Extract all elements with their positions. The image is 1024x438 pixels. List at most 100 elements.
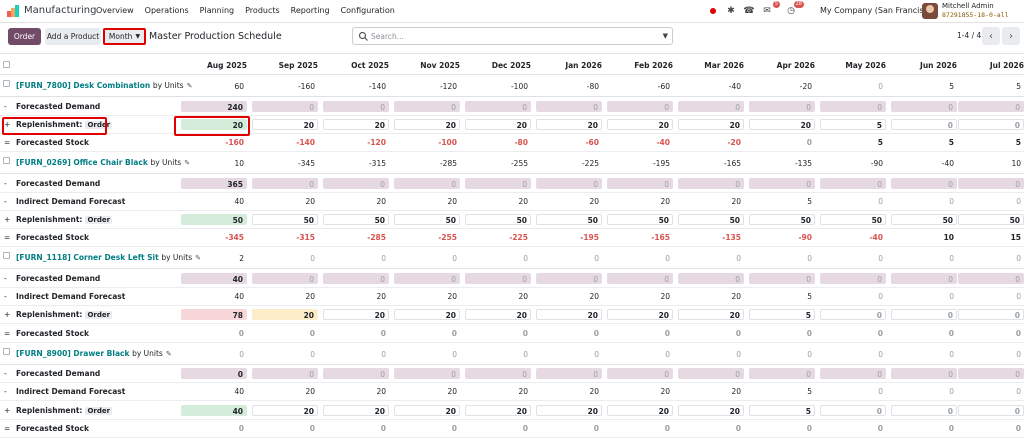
value-cell[interactable]: 0	[252, 177, 318, 189]
value-cell[interactable]: 0	[958, 368, 1024, 380]
value-cell[interactable]: 40	[181, 404, 247, 416]
value-cell[interactable]: 20	[607, 309, 673, 321]
product-link[interactable]: [FURN_8900] Drawer Black	[16, 348, 130, 358]
replenish-type-chip[interactable]: Order	[85, 120, 113, 129]
menu-item-configuration[interactable]: Configuration	[340, 6, 395, 15]
value-cell[interactable]: 50	[820, 214, 886, 225]
value-cell[interactable]: 0	[958, 272, 1024, 284]
chat-icon[interactable]: ✉ 5	[763, 1, 780, 16]
value-cell[interactable]: 50	[536, 214, 602, 225]
value-cell[interactable]: 50	[958, 214, 1024, 225]
value-cell[interactable]: 0	[536, 177, 602, 189]
value-cell[interactable]: 240	[181, 100, 247, 112]
value-cell[interactable]: 0	[394, 368, 460, 380]
value-cell[interactable]: 0	[678, 100, 744, 112]
value-cell[interactable]: 20	[749, 118, 815, 130]
value-cell[interactable]: 0	[394, 177, 460, 189]
pager-previous-button[interactable]: ‹	[982, 27, 1000, 45]
value-cell[interactable]: 50	[678, 214, 744, 225]
value-cell[interactable]: 0	[252, 100, 318, 112]
value-cell[interactable]: 0	[820, 177, 886, 189]
value-cell[interactable]: 5	[749, 309, 815, 321]
value-cell[interactable]: 0	[891, 272, 957, 284]
value-cell[interactable]: 40	[181, 272, 247, 284]
value-cell[interactable]: 0	[958, 404, 1024, 416]
search-input[interactable]: Search...	[371, 32, 404, 41]
value-cell[interactable]: 0	[607, 100, 673, 112]
pencil-icon[interactable]: ✎	[186, 82, 193, 90]
value-cell[interactable]: 20	[607, 404, 673, 416]
product-checkbox[interactable]	[3, 157, 10, 165]
value-cell[interactable]: 0	[323, 177, 389, 189]
value-cell[interactable]: 0	[678, 177, 744, 189]
value-cell[interactable]: 0	[536, 100, 602, 112]
value-cell[interactable]: 20	[536, 309, 602, 321]
value-cell[interactable]: 0	[891, 404, 957, 416]
user-name[interactable]: Mitchell Admin	[942, 2, 994, 10]
value-cell[interactable]: 0	[536, 272, 602, 284]
value-cell[interactable]: 20	[536, 118, 602, 130]
replenish-type-chip[interactable]: Order	[85, 406, 113, 415]
pencil-icon[interactable]: ✎	[195, 254, 201, 263]
value-cell[interactable]: 20	[678, 118, 744, 130]
value-cell[interactable]: 20	[323, 309, 389, 321]
value-cell[interactable]: 0	[678, 272, 744, 284]
value-cell[interactable]: 0	[323, 100, 389, 112]
value-cell[interactable]: 0	[891, 177, 957, 189]
value-cell[interactable]: 20	[394, 309, 460, 321]
value-cell[interactable]: 0	[820, 368, 886, 380]
value-cell[interactable]: 50	[323, 214, 389, 225]
product-checkbox[interactable]	[3, 252, 10, 260]
value-cell[interactable]: 50	[252, 214, 318, 225]
value-cell[interactable]: 0	[820, 404, 886, 416]
bug-icon[interactable]: ✱	[727, 6, 735, 16]
value-cell[interactable]: 20	[678, 404, 744, 416]
value-cell[interactable]: 0	[891, 100, 957, 112]
value-cell[interactable]: 5	[749, 404, 815, 416]
value-cell[interactable]: 5	[820, 118, 886, 130]
record-icon[interactable]	[706, 4, 720, 18]
value-cell[interactable]: 0	[749, 272, 815, 284]
value-cell[interactable]: 50	[749, 214, 815, 225]
product-checkbox[interactable]	[3, 347, 10, 355]
value-cell[interactable]: 0	[749, 368, 815, 380]
product-link[interactable]: [FURN_7800] Desk Combination	[16, 81, 151, 90]
value-cell[interactable]: 0	[323, 368, 389, 380]
replenish-type-chip[interactable]: Order	[85, 311, 113, 320]
value-cell[interactable]: 365	[181, 177, 247, 189]
pager-value[interactable]: 1-4 / 4	[957, 31, 982, 40]
value-cell[interactable]: 0	[465, 368, 531, 380]
value-cell[interactable]: 20	[252, 118, 318, 130]
value-cell[interactable]: 0	[820, 309, 886, 321]
user-avatar[interactable]	[922, 3, 938, 19]
value-cell[interactable]: 50	[607, 214, 673, 225]
value-cell[interactable]: 20	[181, 118, 247, 130]
value-cell[interactable]: 0	[891, 368, 957, 380]
select-all-checkbox[interactable]	[3, 61, 10, 68]
value-cell[interactable]: 0	[678, 368, 744, 380]
value-cell[interactable]: 20	[465, 404, 531, 416]
value-cell[interactable]: 0	[252, 368, 318, 380]
value-cell[interactable]: 20	[607, 118, 673, 130]
value-cell[interactable]: 20	[394, 118, 460, 130]
replenish-type-chip[interactable]: Order	[85, 216, 113, 224]
value-cell[interactable]: 50	[891, 214, 957, 225]
search-bar[interactable]: Search... ▼	[352, 27, 673, 45]
value-cell[interactable]: 20	[323, 404, 389, 416]
menu-item-operations[interactable]: Operations	[144, 6, 189, 15]
phone-icon[interactable]: ☎	[743, 6, 755, 16]
value-cell[interactable]: 20	[465, 309, 531, 321]
value-cell[interactable]: 20	[536, 404, 602, 416]
company-switcher[interactable]: My Company (San Francisco)	[820, 6, 936, 15]
value-cell[interactable]: 0	[465, 100, 531, 112]
value-cell[interactable]: 20	[252, 309, 318, 321]
value-cell[interactable]: 0	[394, 100, 460, 112]
value-cell[interactable]: 0	[820, 100, 886, 112]
pencil-icon[interactable]: ✎	[184, 159, 191, 168]
menu-item-planning[interactable]: Planning	[199, 6, 235, 15]
app-name[interactable]: Manufacturing	[24, 5, 97, 16]
value-cell[interactable]: 0	[891, 309, 957, 321]
value-cell[interactable]: 0	[252, 272, 318, 284]
value-cell[interactable]: 0	[323, 272, 389, 284]
value-cell[interactable]: 78	[181, 309, 247, 321]
